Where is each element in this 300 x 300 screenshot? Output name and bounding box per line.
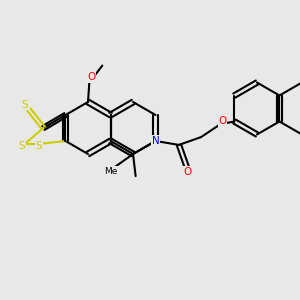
Text: Me: Me [104,167,118,176]
Text: O: O [218,116,227,126]
Text: S: S [19,141,26,151]
Text: S: S [36,141,42,151]
Text: S: S [22,100,28,110]
Text: O: O [184,167,192,177]
Text: O: O [87,73,95,82]
Text: N: N [152,136,159,146]
